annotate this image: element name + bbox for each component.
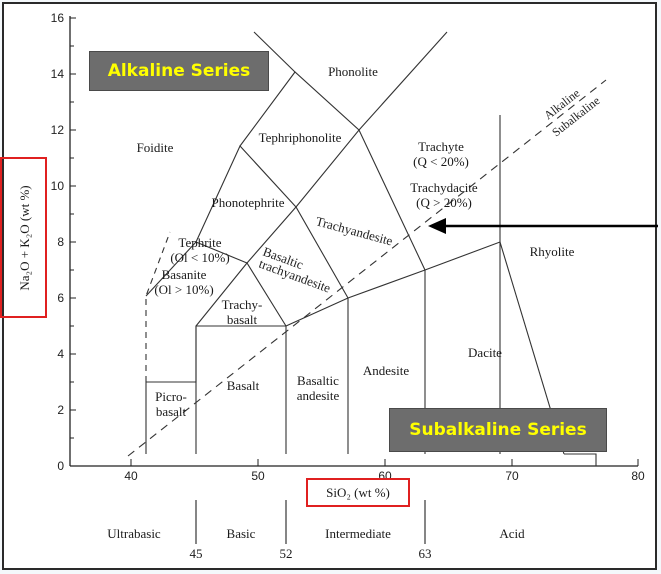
y-tick-8: 8	[57, 235, 64, 249]
andesite-dacite-boundary	[424, 241, 501, 454]
field-basalt: Basalt	[226, 378, 260, 393]
y-tick-16: 16	[51, 11, 65, 25]
alkaline-subalkaline-dividing-line	[127, 79, 607, 457]
field-boundaries	[145, 31, 597, 466]
tephrite-phonotephrite-boundary	[195, 241, 248, 264]
y-tick-2: 2	[57, 403, 64, 417]
field-trachyte: Trachyte (Q < 20%)	[400, 139, 482, 169]
field-tephrite-line-2: (Ol < 10%)	[170, 250, 230, 265]
y-tick-10: 10	[51, 179, 65, 193]
phonolite-left-boundary	[253, 31, 296, 73]
x-tick-50: 50	[251, 469, 265, 483]
x-axis-label: SiO₂ (wt %)	[326, 485, 390, 500]
rhyolite-base	[564, 453, 597, 466]
field-foidite: Foidite	[136, 140, 174, 155]
field-tephriphonolite: Tephriphonolite	[258, 130, 342, 145]
y-tick-0: 0	[57, 459, 64, 473]
x-tick-80: 80	[631, 469, 645, 483]
x-tick-70: 70	[505, 469, 519, 483]
field-rhyolite: Rhyolite	[529, 244, 575, 259]
boundary-63: 63	[418, 546, 432, 561]
field-basaltic-andesite: Basaltic andesite	[288, 373, 348, 403]
field-basaltic-andesite-line-2: andesite	[296, 388, 340, 403]
field-dacite: Dacite	[468, 345, 502, 360]
field-trachydacite: Trachydacite (Q > 20%)	[398, 180, 490, 210]
field-trachydacite-line-1: Trachydacite	[410, 180, 478, 195]
field-phonolite: Phonolite	[328, 64, 378, 79]
field-trachydacite-line-2: (Q > 20%)	[416, 195, 472, 210]
boundary-45: 45	[189, 546, 203, 561]
basanite-boundary	[145, 241, 197, 297]
y-tick-6: 6	[57, 291, 64, 305]
basalt-boundary	[195, 325, 287, 454]
field-trachybasalt: Trachy- basalt	[212, 297, 272, 327]
y-tick-4: 4	[57, 347, 64, 361]
category-intermediate: Intermediate	[325, 526, 391, 541]
y-axis-label: Na₂O + K₂O (wt %)	[17, 185, 32, 291]
field-picrobasalt-line-1: Picro-	[155, 389, 187, 404]
classification-dividers	[195, 500, 426, 544]
field-picrobasalt-line-2: basalt	[155, 404, 187, 419]
pointer-arrow-head	[428, 218, 446, 234]
field-phonotephrite: Phonotephrite	[211, 195, 285, 210]
field-andesite: Andesite	[362, 363, 410, 378]
field-tephrite: Tephrite (Ol < 10%)	[159, 235, 241, 265]
y-tick-12: 12	[51, 123, 65, 137]
phonolite-right-boundary	[358, 31, 448, 131]
field-trachyte-line-2: (Q < 20%)	[413, 154, 469, 169]
category-basic: Basic	[226, 526, 256, 541]
y-tick-14: 14	[51, 67, 65, 81]
y-axis-label-highlight	[0, 157, 47, 318]
y-tick-marks	[70, 17, 76, 467]
category-ultrabasic: Ultrabasic	[107, 526, 161, 541]
field-basanite-line-2: (Ol > 10%)	[154, 282, 214, 297]
field-trachyte-line-1: Trachyte	[418, 139, 464, 154]
boundary-52: 52	[279, 546, 293, 561]
field-picrobasalt: Picro- basalt	[148, 389, 194, 419]
field-basanite: Basanite (Ol > 10%)	[143, 267, 225, 297]
category-acid: Acid	[499, 526, 525, 541]
field-tephrite-line-1: Tephrite	[178, 235, 222, 250]
y-tick-labels: 0 2 4 6 8 10 12 14 16	[51, 11, 65, 473]
field-basaltic-andesite-line-1: Basaltic	[297, 373, 339, 388]
subalkaline-series-badge: Subalkaline Series	[389, 408, 607, 452]
x-tick-40: 40	[124, 469, 138, 483]
field-trachybasalt-line-2: basalt	[226, 312, 258, 327]
x-axis-label-highlight	[306, 478, 410, 507]
x-tick-marks	[130, 459, 639, 466]
field-basanite-line-1: Basanite	[161, 267, 207, 282]
field-trachybasalt-line-1: Trachy-	[221, 297, 263, 312]
alkaline-series-badge: Alkaline Series	[89, 51, 269, 91]
